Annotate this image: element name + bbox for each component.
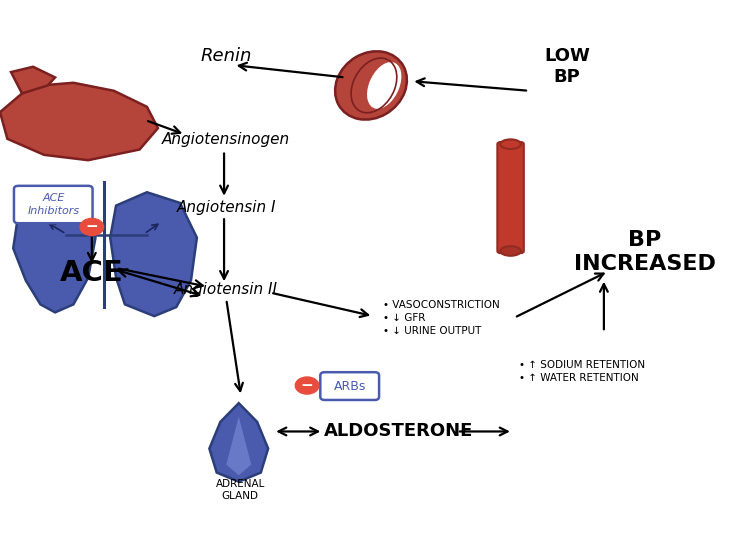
- Circle shape: [295, 377, 319, 394]
- Polygon shape: [110, 192, 197, 316]
- Ellipse shape: [335, 51, 407, 120]
- Text: LOW
BP: LOW BP: [544, 48, 590, 86]
- Polygon shape: [209, 403, 268, 482]
- Text: −: −: [301, 378, 314, 392]
- Text: Angiotensinogen: Angiotensinogen: [162, 132, 290, 147]
- Text: • ↑ SODIUM RETENTION
• ↑ WATER RETENTION: • ↑ SODIUM RETENTION • ↑ WATER RETENTION: [519, 359, 645, 383]
- Text: Angiotensin II: Angiotensin II: [174, 282, 278, 297]
- Text: ACE: ACE: [60, 260, 124, 287]
- Text: • VASOCONSTRICTION
• ↓ GFR
• ↓ URINE OUTPUT: • VASOCONSTRICTION • ↓ GFR • ↓ URINE OUT…: [383, 300, 500, 336]
- Text: Renin: Renin: [201, 46, 252, 65]
- Text: ALDOSTERONE: ALDOSTERONE: [324, 422, 473, 441]
- Text: ACE
Inhibitors: ACE Inhibitors: [27, 193, 79, 216]
- Ellipse shape: [367, 62, 401, 109]
- FancyBboxPatch shape: [498, 142, 524, 253]
- Polygon shape: [226, 417, 251, 475]
- Text: −: −: [85, 219, 98, 234]
- Circle shape: [80, 218, 104, 235]
- Text: BP
INCREASED: BP INCREASED: [574, 231, 716, 273]
- Ellipse shape: [500, 246, 521, 256]
- Text: ARBs: ARBs: [333, 380, 366, 392]
- Polygon shape: [13, 195, 96, 312]
- FancyBboxPatch shape: [320, 372, 379, 400]
- Ellipse shape: [500, 139, 521, 149]
- FancyBboxPatch shape: [14, 186, 93, 223]
- Polygon shape: [0, 83, 158, 160]
- Polygon shape: [11, 67, 55, 93]
- Text: ADRENAL
GLAND: ADRENAL GLAND: [216, 479, 265, 501]
- Text: Angiotensin I: Angiotensin I: [177, 200, 276, 215]
